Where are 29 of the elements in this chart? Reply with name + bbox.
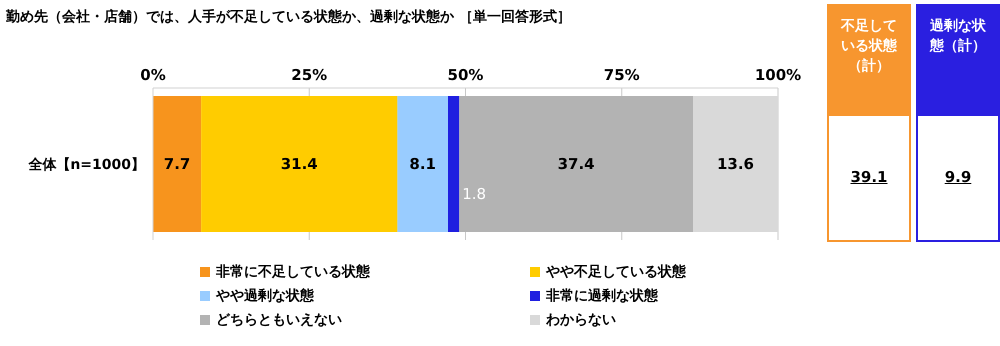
data-label: 8.1 [409,155,436,173]
chart-title: 勤め先（会社・店舗）では、人手が不足している状態か、過剰な状態か ［単一回答形式］ [6,8,571,26]
x-tick-label: 25% [291,66,328,84]
legend-label: どちらともいえない [216,311,342,329]
legend-label: わからない [546,311,616,329]
legend-label: やや過剰な状態 [216,287,314,305]
data-label: 1.8 [462,184,486,203]
text: 過剰な状態（計） [918,6,998,116]
data-label: 37.4 [558,155,595,173]
x-tick-label: 100% [754,66,802,84]
legend-label: やや不足している状態 [546,263,686,281]
legend-label: 非常に過剰な状態 [546,287,658,305]
bar [397,96,448,232]
x-tick-label: 0% [140,66,166,84]
bar [153,96,202,232]
legend-label: 非常に不足している状態 [216,263,370,281]
data-label: 7.7 [164,155,190,173]
bar [693,96,778,232]
x-tick-label: 75% [604,66,640,84]
data-label: 31.4 [280,155,318,173]
data-label: 13.6 [716,155,754,173]
x-tick-label: 50% [448,66,484,84]
text: 39.1 [849,168,888,186]
bar [201,96,398,232]
text: 9.9 [944,168,972,186]
text: 不足している状態（計） [829,6,909,116]
bar [448,96,460,232]
y-tick-label: 全体【n=1000】 [27,156,145,173]
bar [459,96,693,232]
